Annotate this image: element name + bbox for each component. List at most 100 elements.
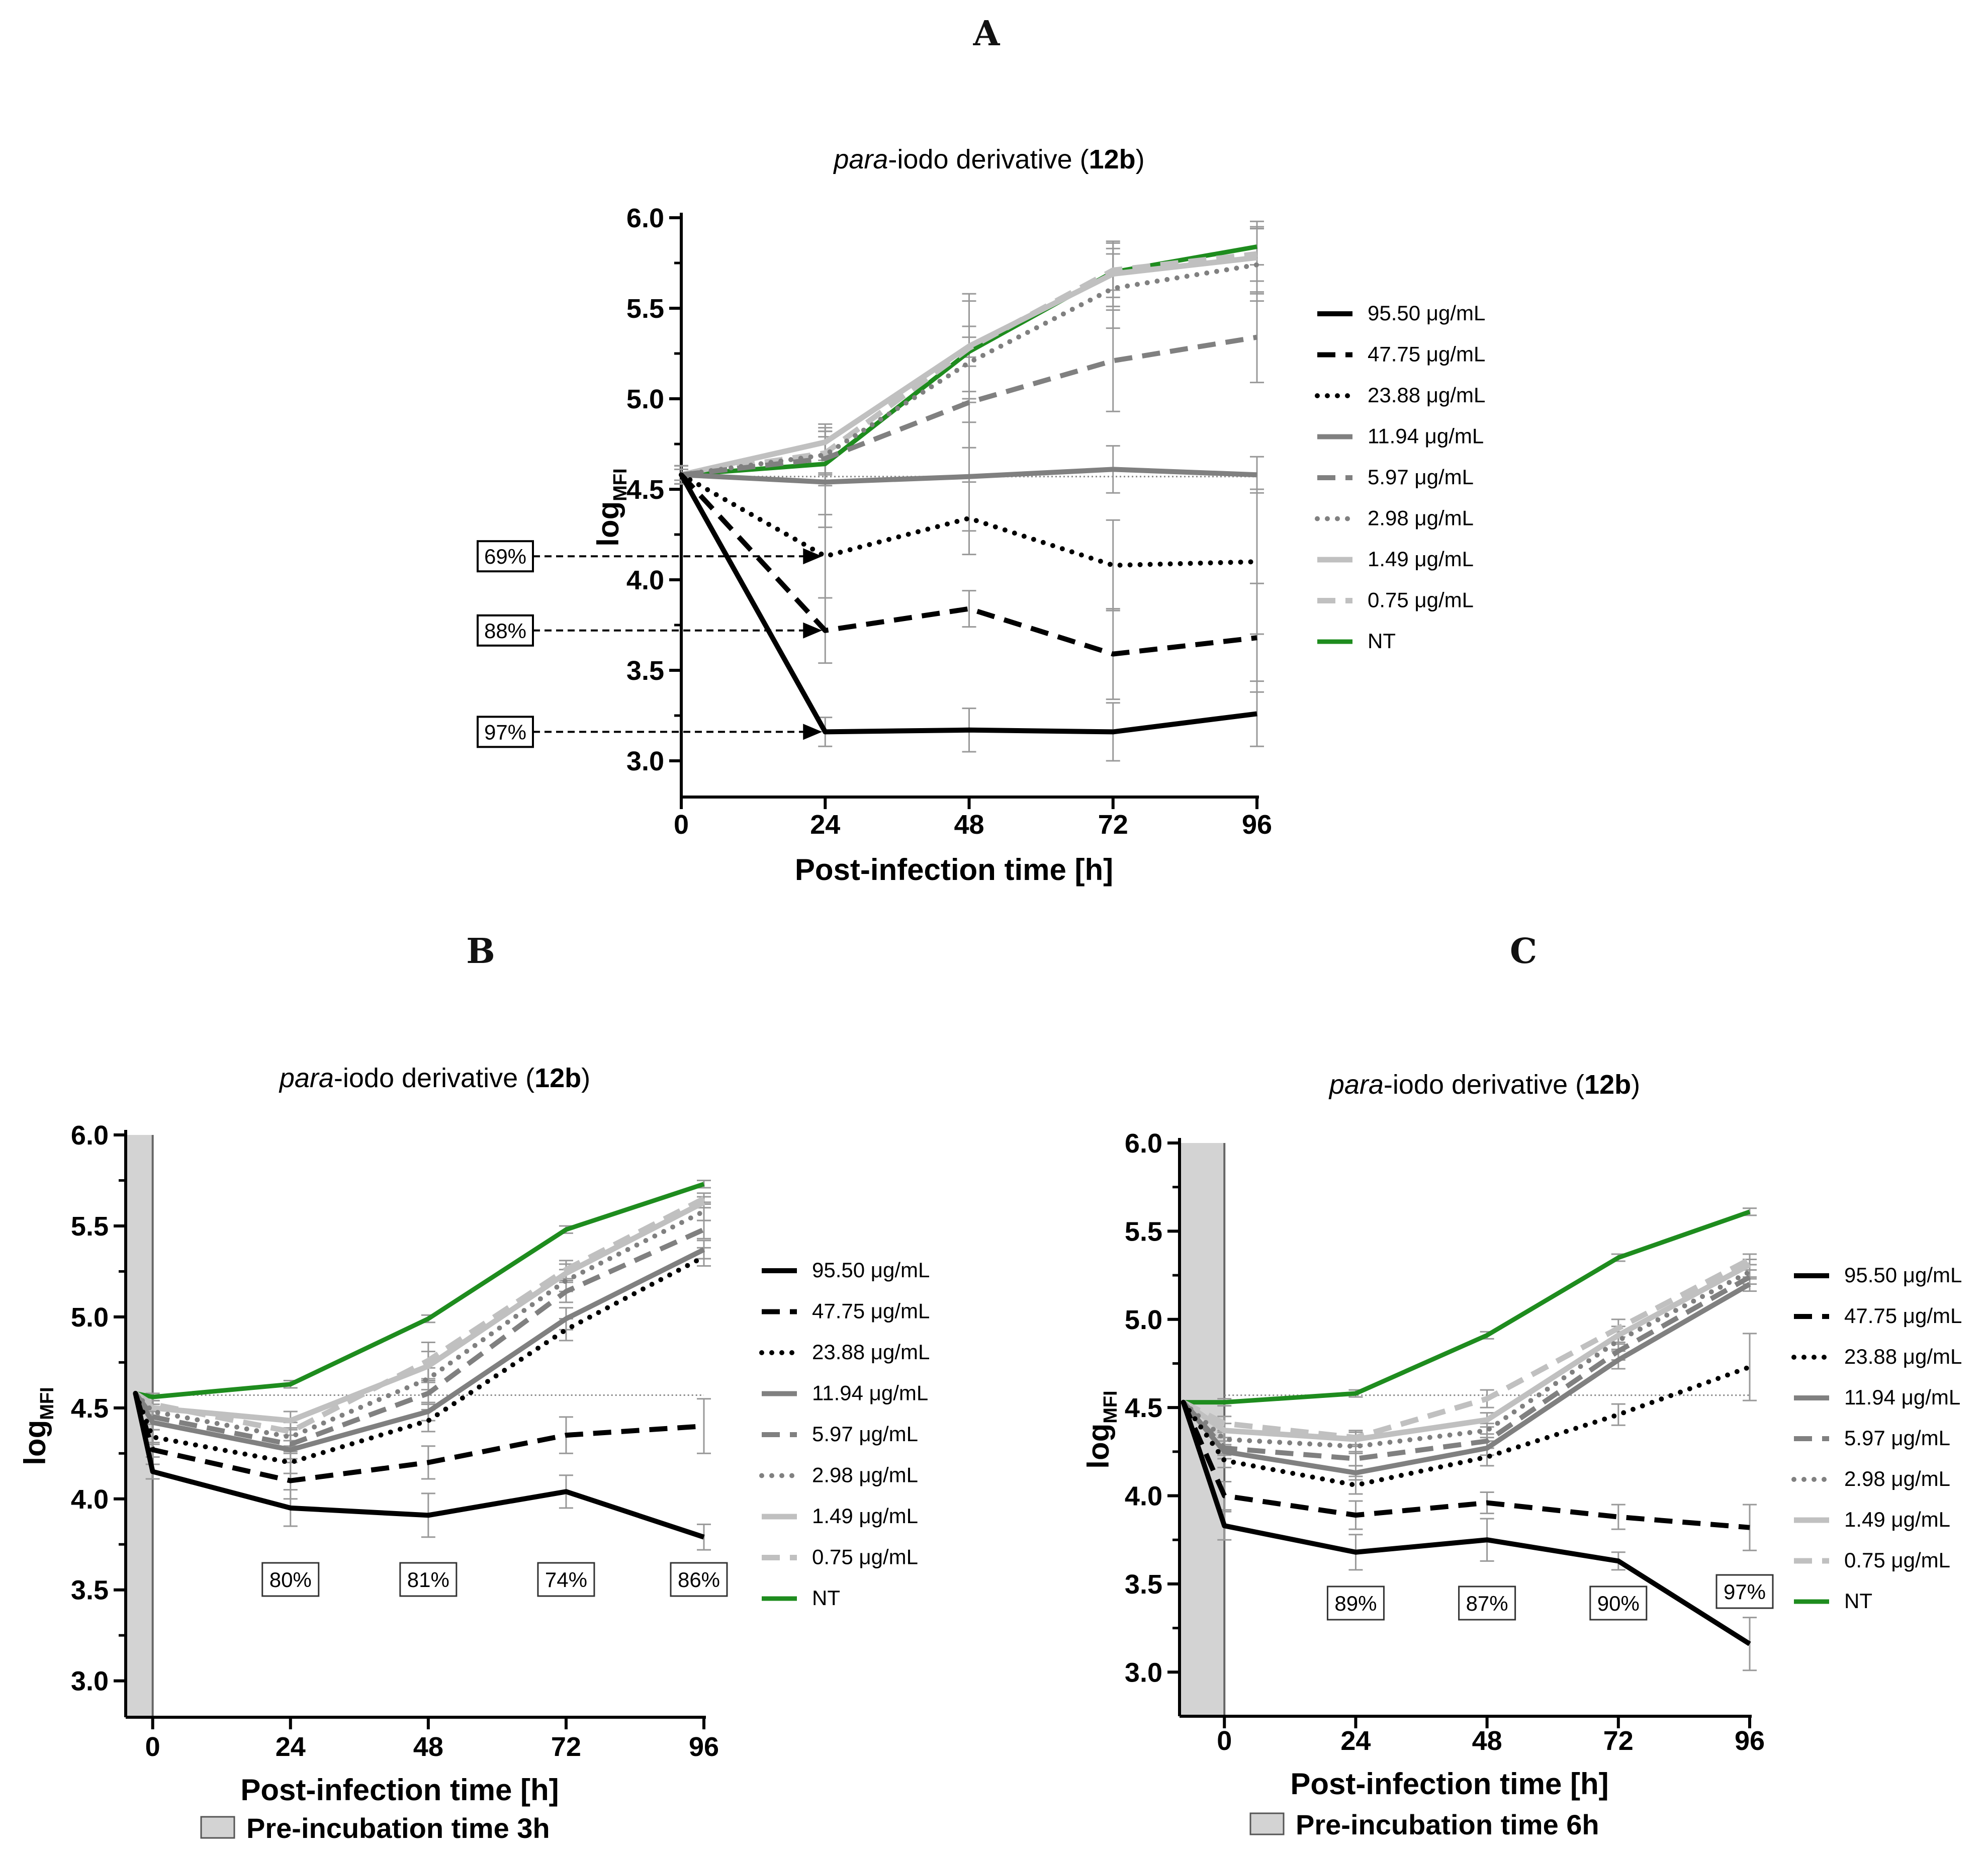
preincubation-swatch [1249, 1812, 1285, 1835]
series-line-4 [681, 334, 1257, 478]
y-tick-label: 4.5 [626, 475, 664, 505]
title-compound: 12b [534, 1063, 581, 1093]
series-line-2 [1181, 1364, 1752, 1488]
y-tick-label: 5.5 [1125, 1216, 1162, 1247]
title-italic: para [833, 144, 888, 174]
percent-label: 89% [1334, 1592, 1377, 1615]
x-tick-label: 48 [954, 810, 984, 840]
y-tick-label: 5.5 [626, 294, 664, 324]
title-close: ) [1136, 144, 1145, 174]
legend-label: 2.98 μg/mL [812, 1463, 918, 1487]
series-line-0 [679, 473, 1257, 735]
legend-label: 5.97 μg/mL [1844, 1426, 1950, 1450]
title-compound: 12b [1089, 144, 1136, 174]
y-axis-label-sub: MFI [37, 1387, 58, 1420]
y-tick-label: 3.0 [1125, 1657, 1162, 1688]
percent-label: 87% [1466, 1592, 1508, 1615]
y-tick-label: 5.0 [1125, 1305, 1162, 1335]
title-italic: para [1328, 1070, 1384, 1100]
y-axis-label-main: log [18, 1420, 52, 1465]
series-line-4 [1181, 1275, 1751, 1461]
y-axis-label-sub: MFI [610, 468, 631, 501]
x-tick-label: 0 [674, 810, 689, 840]
x-tick-label: 0 [145, 1732, 160, 1762]
percent-box [399, 1562, 458, 1597]
y-axis-label: logMFI [1081, 1390, 1121, 1468]
y-tick-label: 4.5 [1125, 1393, 1162, 1423]
chart-c: para-iodo derivative (12b) 3.0 3.5 4.0 4.5 5.… [1081, 1070, 1962, 1840]
panel-label-b: B [466, 931, 495, 972]
percent-box [537, 1562, 595, 1597]
percent-label: 97% [484, 720, 526, 744]
series-line-3 [133, 1247, 705, 1453]
annotation-arrowhead [803, 548, 823, 565]
x-tick-label: 72 [1603, 1726, 1634, 1756]
series-line-3 [681, 467, 1257, 485]
x-tick-label: 48 [1472, 1726, 1502, 1756]
percent-label: 80% [269, 1568, 312, 1592]
series-line-5 [1181, 1269, 1752, 1449]
title-text: -iodo derivative ( [334, 1063, 534, 1093]
title-close: ) [581, 1063, 590, 1093]
x-axis-label: Post-infection time [h] [795, 853, 1113, 887]
title-compound: 12b [1584, 1070, 1631, 1100]
y-tick-label: 5.0 [71, 1302, 109, 1333]
series-line-2 [133, 1254, 706, 1465]
percent-label: 86% [678, 1568, 720, 1592]
legend-label: 11.94 μg/mL [1844, 1385, 1960, 1409]
legend-label: 1.49 μg/mL [1368, 547, 1474, 571]
legend-label: 5.97 μg/mL [812, 1422, 918, 1446]
series-line-4 [133, 1227, 705, 1447]
legend-label: NT [812, 1586, 840, 1610]
legend-label: 95.50 μg/mL [1844, 1263, 1962, 1287]
preincubation-label: Pre-incubation time 6h [1296, 1809, 1599, 1840]
legend-label: 0.75 μg/mL [1368, 588, 1474, 612]
series-line-1 [1181, 1401, 1750, 1530]
series-line-1 [133, 1392, 704, 1483]
title-text: -iodo derivative ( [1384, 1070, 1584, 1100]
x-axis-label: Post-infection time [h] [240, 1773, 559, 1807]
chart-a: para-iodo derivative (12b) 3.0 3.5 4.0 4.5 5.… [477, 144, 1485, 887]
percent-label: 97% [1724, 1580, 1766, 1604]
percent-box [1589, 1585, 1648, 1621]
y-tick-label: 6.0 [1125, 1128, 1162, 1159]
preincubation-shade [126, 1135, 153, 1717]
legend-label: 0.75 μg/mL [812, 1545, 918, 1569]
y-tick-label: 4.0 [1125, 1481, 1162, 1512]
y-tick-label: 6.0 [626, 203, 664, 233]
x-tick-label: 24 [1340, 1726, 1371, 1756]
percent-box [1326, 1585, 1385, 1621]
legend-label: 1.49 μg/mL [1844, 1508, 1950, 1531]
y-tick-label: 4.0 [71, 1484, 109, 1515]
y-tick-label: 3.0 [626, 746, 664, 776]
chart-title: para-iodo derivative (12b) [279, 1063, 590, 1093]
annotation-arrowhead [803, 622, 823, 639]
x-tick-label: 96 [1242, 810, 1272, 840]
series-line-6 [680, 254, 1257, 478]
x-tick-label: 24 [810, 810, 840, 840]
x-tick-label: 72 [1098, 810, 1128, 840]
x-tick-label: 0 [1217, 1726, 1232, 1756]
series-line-7 [134, 1196, 705, 1435]
percent-label: 69% [484, 545, 526, 568]
y-tick-label: 5.5 [71, 1211, 109, 1242]
panel-label-a: A [973, 14, 1001, 54]
legend-label: 23.88 μg/mL [1368, 383, 1485, 407]
x-tick-label: 24 [276, 1732, 306, 1762]
legend-label: NT [1368, 629, 1396, 653]
y-axis-label: logMFI [18, 1387, 58, 1465]
percent-label: 81% [407, 1568, 449, 1592]
preincubation-swatch [200, 1816, 235, 1839]
percent-box [477, 614, 534, 647]
x-tick-label: 72 [551, 1732, 581, 1762]
y-axis-label: logMFI [591, 468, 631, 546]
percent-box [1715, 1574, 1774, 1609]
panel-label-c: C [1510, 931, 1537, 972]
series-line-7 [1182, 1257, 1751, 1441]
y-tick-label: 3.5 [626, 656, 664, 686]
title-close: ) [1631, 1070, 1640, 1100]
series-line-0 [1181, 1401, 1751, 1646]
y-axis-label-main: log [1081, 1424, 1115, 1469]
x-tick-label: 96 [1735, 1726, 1765, 1756]
